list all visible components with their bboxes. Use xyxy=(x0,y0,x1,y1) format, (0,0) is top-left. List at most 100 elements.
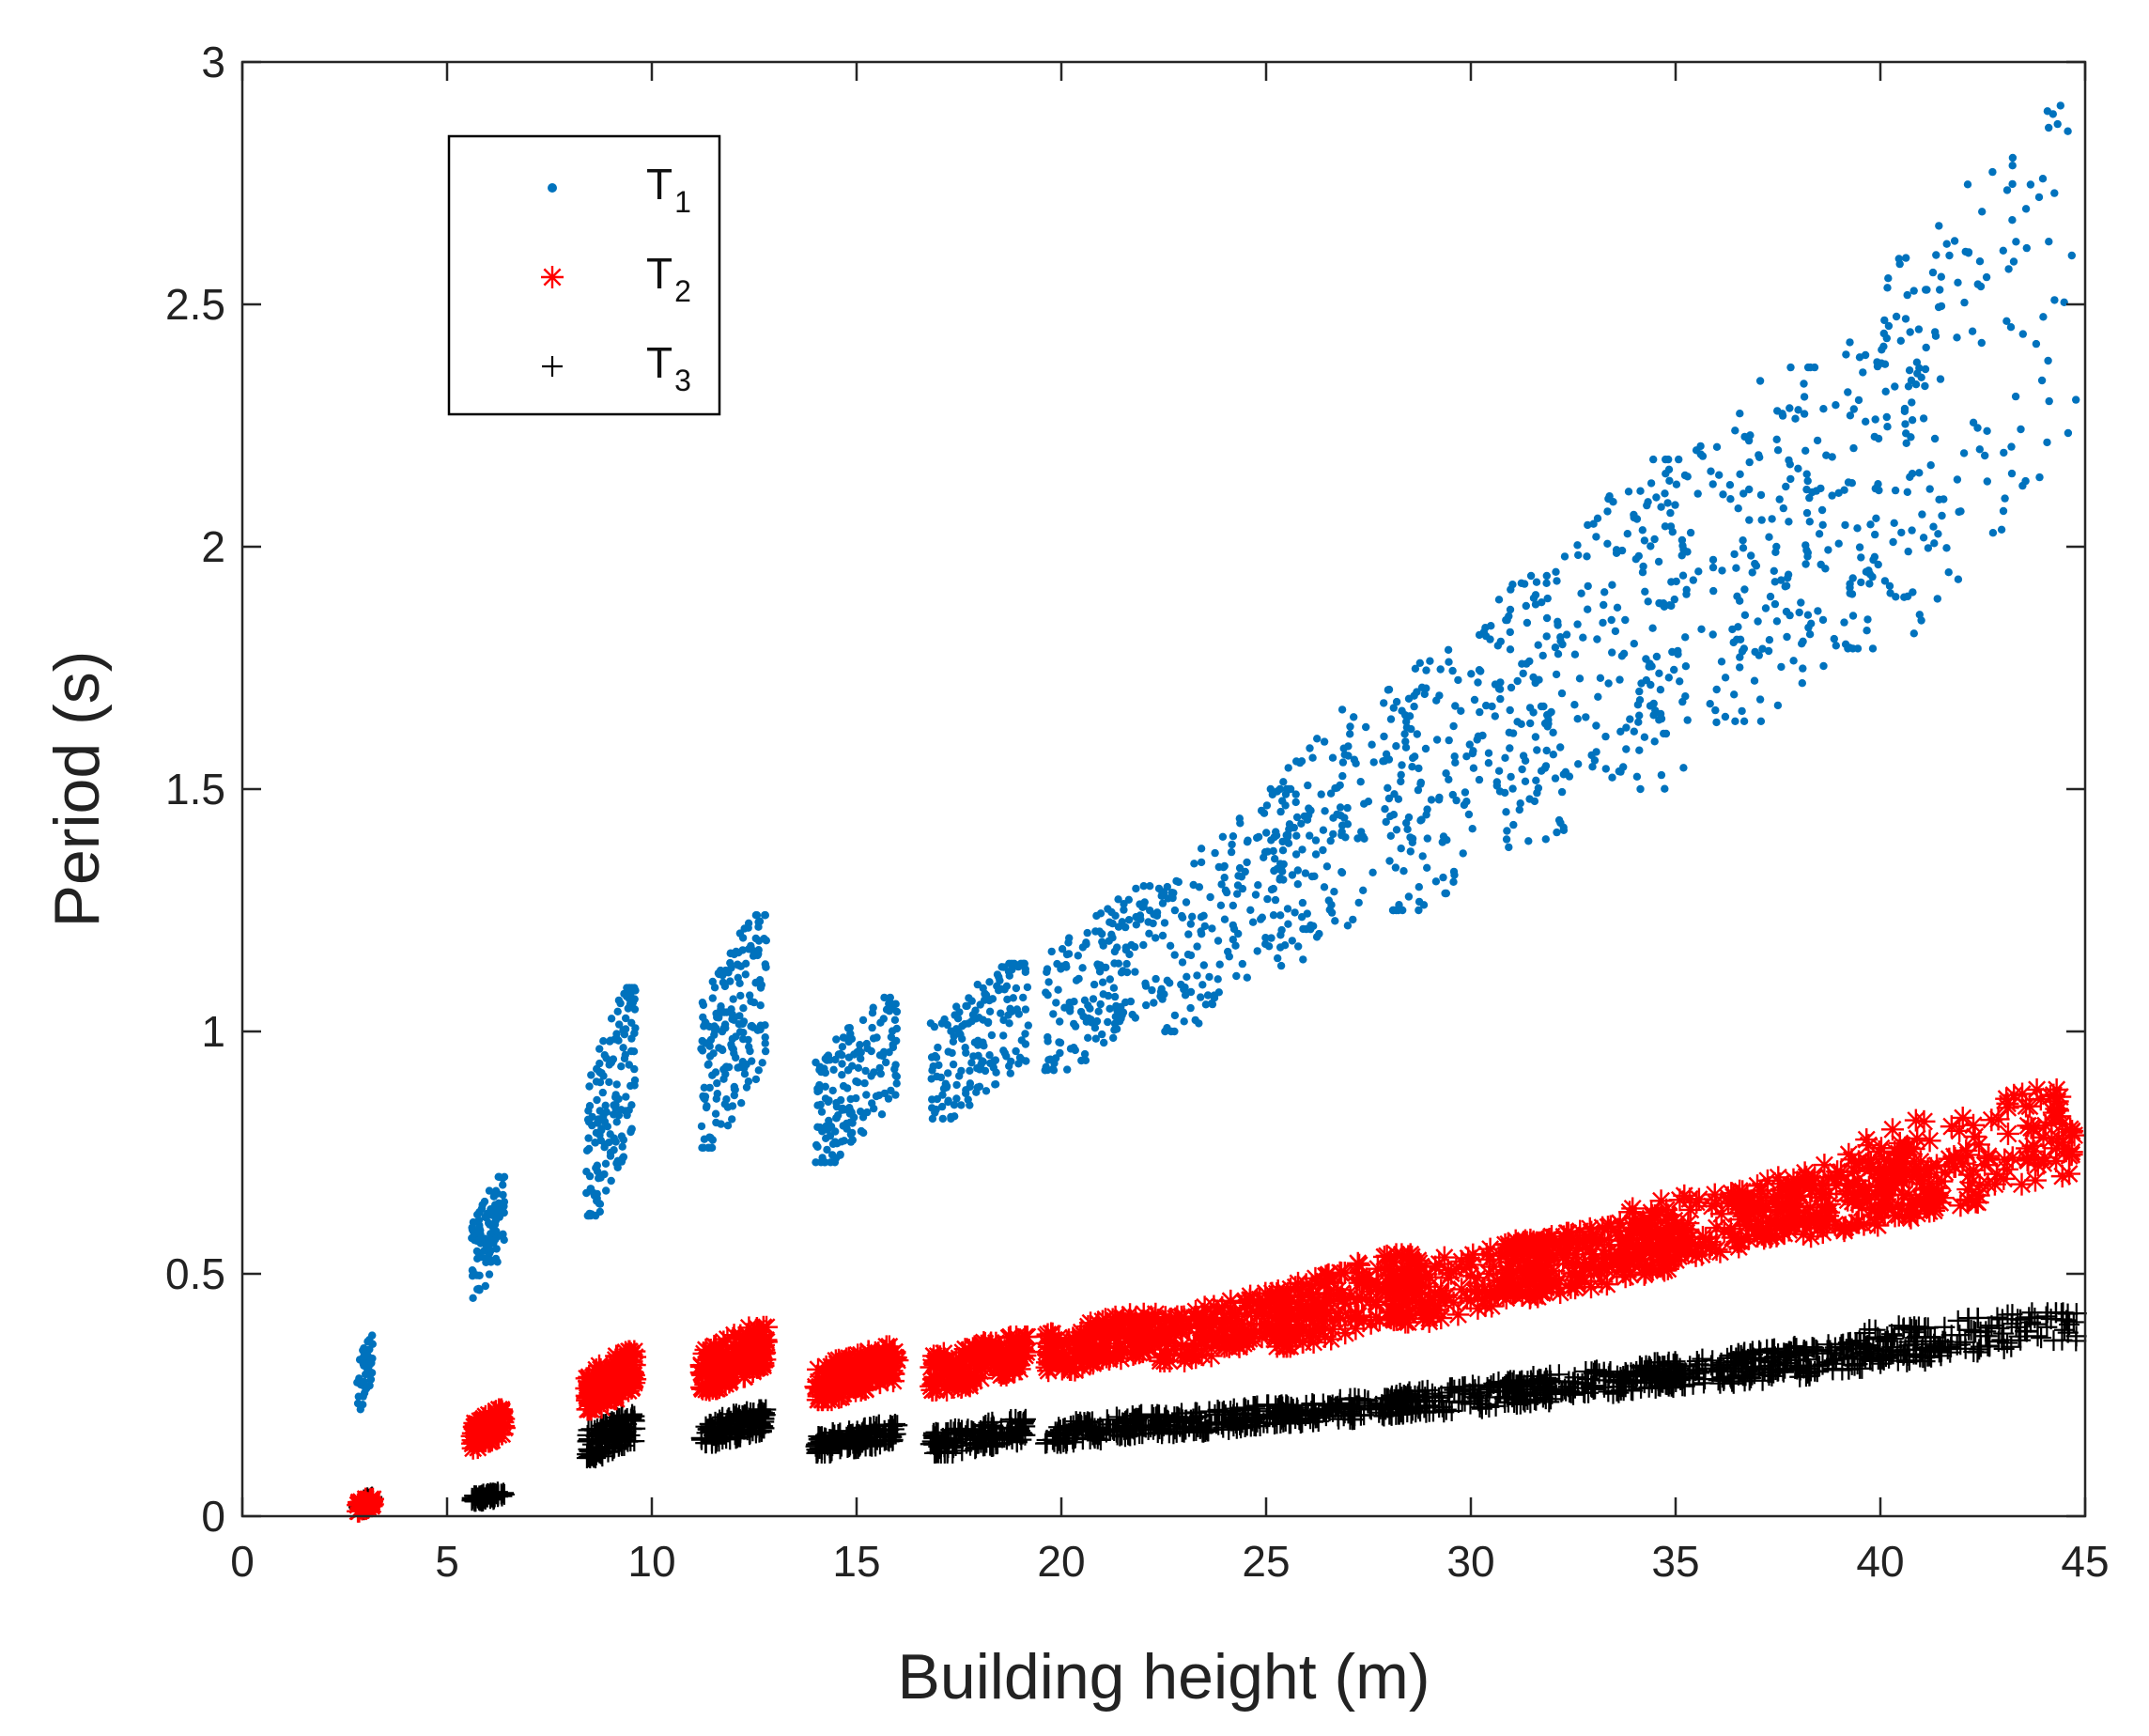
data-point xyxy=(1183,972,1191,982)
data-point xyxy=(749,1421,770,1443)
data-point xyxy=(1219,863,1228,872)
data-point xyxy=(932,1053,941,1062)
data-point xyxy=(1283,832,1292,841)
data-point xyxy=(1279,778,1288,786)
data-point xyxy=(596,1430,618,1451)
data-point xyxy=(595,1107,604,1115)
data-point xyxy=(824,1424,845,1446)
data-point xyxy=(870,1104,878,1113)
data-point xyxy=(1263,1316,1287,1340)
data-point xyxy=(1306,921,1315,930)
data-point xyxy=(1113,943,1121,952)
data-point xyxy=(1248,918,1258,926)
data-point xyxy=(812,1140,821,1150)
data-point xyxy=(724,1341,748,1365)
data-point xyxy=(1197,858,1206,867)
data-point xyxy=(1020,959,1029,968)
data-point xyxy=(1044,978,1053,986)
data-point xyxy=(613,1156,622,1166)
data-point xyxy=(1333,810,1341,819)
data-point xyxy=(1058,945,1067,953)
data-point xyxy=(1918,1200,1941,1223)
data-point xyxy=(1306,806,1315,814)
data-point xyxy=(1530,1279,1554,1303)
data-point xyxy=(1336,803,1345,812)
data-point xyxy=(735,1062,744,1072)
data-point xyxy=(1886,1193,1909,1217)
data-point xyxy=(924,1378,948,1402)
data-point xyxy=(726,949,734,958)
data-point xyxy=(1279,876,1288,884)
data-point xyxy=(1008,966,1016,974)
data-point xyxy=(1055,1333,1078,1356)
data-point xyxy=(700,1135,709,1143)
data-point xyxy=(1888,1131,1911,1155)
data-point xyxy=(1034,1325,1058,1348)
data-point xyxy=(1131,968,1139,976)
data-point xyxy=(360,1352,368,1360)
data-point xyxy=(1114,959,1123,968)
data-point xyxy=(823,1056,831,1064)
data-point xyxy=(1005,1062,1013,1071)
data-point xyxy=(1246,906,1255,914)
data-point xyxy=(629,1047,639,1056)
data-point xyxy=(2033,1114,2057,1138)
data-point xyxy=(1203,991,1213,1000)
data-point xyxy=(1463,1280,1487,1304)
data-point xyxy=(1006,1354,1029,1377)
data-point xyxy=(966,1066,974,1076)
data-point xyxy=(1012,1339,1035,1362)
data-point xyxy=(851,1375,874,1399)
data-point xyxy=(1968,1173,1991,1197)
data-point xyxy=(752,911,762,920)
data-point xyxy=(1138,901,1147,909)
data-point xyxy=(593,1095,601,1105)
data-point xyxy=(997,963,1006,971)
data-point xyxy=(730,1091,738,1100)
data-point xyxy=(585,1082,594,1091)
data-point xyxy=(891,1000,900,1008)
data-point xyxy=(974,1036,982,1046)
data-point xyxy=(761,1021,769,1030)
data-point xyxy=(952,1094,961,1103)
data-point xyxy=(974,1051,982,1061)
data-point xyxy=(353,1378,362,1387)
data-point xyxy=(473,1236,482,1246)
data-point xyxy=(469,1489,490,1511)
data-point xyxy=(1228,840,1236,849)
data-point xyxy=(1537,1254,1560,1278)
data-point xyxy=(623,1110,631,1120)
data-point xyxy=(965,994,973,1002)
data-point xyxy=(1193,942,1201,951)
data-point xyxy=(487,1258,495,1266)
data-point xyxy=(1746,1209,1770,1232)
data-point xyxy=(1840,1214,1863,1237)
data-point xyxy=(862,1091,871,1099)
data-point xyxy=(1229,832,1238,841)
data-point xyxy=(708,1071,717,1079)
data-point xyxy=(1191,1015,1199,1025)
data-point xyxy=(1263,847,1272,856)
data-point xyxy=(975,1014,983,1022)
data-point xyxy=(1070,1019,1078,1029)
data-point xyxy=(1182,898,1191,907)
data-point xyxy=(1146,882,1154,891)
data-point xyxy=(962,1001,970,1011)
data-point xyxy=(1244,836,1252,845)
data-point xyxy=(1380,1299,1403,1323)
data-point xyxy=(2010,1172,2033,1196)
data-point xyxy=(761,1046,770,1056)
data-point xyxy=(1023,983,1032,992)
data-point xyxy=(582,1146,592,1155)
data-point xyxy=(1170,906,1180,915)
data-point xyxy=(602,1108,611,1117)
data-point xyxy=(1141,979,1150,988)
data-point xyxy=(828,1086,837,1095)
data-point xyxy=(1850,1196,1874,1219)
data-point xyxy=(1369,758,1378,767)
data-point xyxy=(475,1208,484,1217)
data-point xyxy=(1170,1011,1180,1020)
data-point xyxy=(1197,993,1205,1001)
data-point xyxy=(1083,928,1091,938)
data-point xyxy=(748,1403,769,1425)
